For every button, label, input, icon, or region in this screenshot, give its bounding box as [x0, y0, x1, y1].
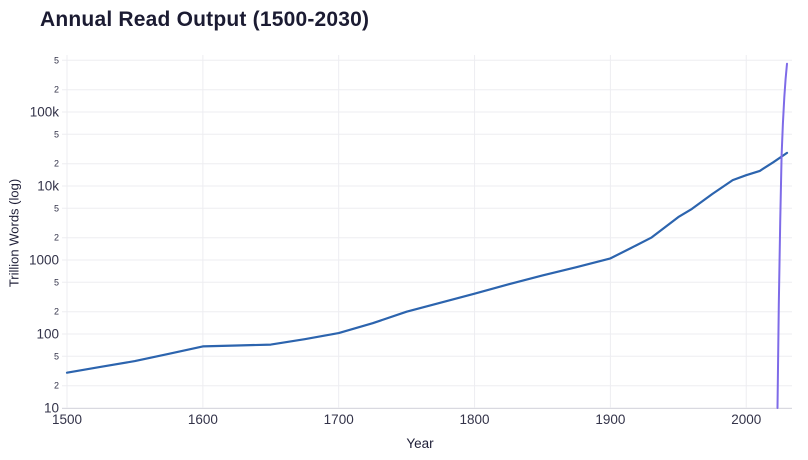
x-tick-label: 2000 [731, 412, 761, 427]
y-axis-title: Trillion Words (log) [6, 178, 22, 288]
y-tick-label: 100k [30, 105, 60, 120]
x-tick-label: 1900 [595, 412, 625, 427]
y-tick-label: 2 [54, 307, 59, 317]
y-tick-label: 5 [54, 203, 59, 213]
chart-title: Annual Read Output (1500-2030) [40, 8, 370, 31]
x-tick-label: 1800 [460, 412, 490, 427]
y-tick-label: 5 [54, 55, 59, 65]
y-tick-label: 100 [36, 327, 59, 342]
blue_series-line [65, 151, 789, 374]
purple_series-line [776, 62, 788, 409]
y-tick-label: 2 [54, 159, 59, 169]
y-tick-label: 10 [44, 401, 59, 416]
y-tick-label: 1000 [29, 253, 59, 268]
x-axis-title: Year [406, 436, 434, 451]
y-tick-label: 2 [54, 233, 59, 243]
y-tick-label: 5 [54, 277, 59, 287]
y-tick-label: 2 [54, 85, 59, 95]
x-tick-label: 1600 [188, 412, 218, 427]
x-tick-label: 1500 [52, 412, 82, 427]
y-tick-label: 5 [54, 129, 59, 139]
x-tick-label: 1700 [324, 412, 354, 427]
y-tick-label: 10k [37, 179, 59, 194]
y-tick-label: 2 [54, 381, 59, 391]
y-tick-label: 5 [54, 351, 59, 361]
